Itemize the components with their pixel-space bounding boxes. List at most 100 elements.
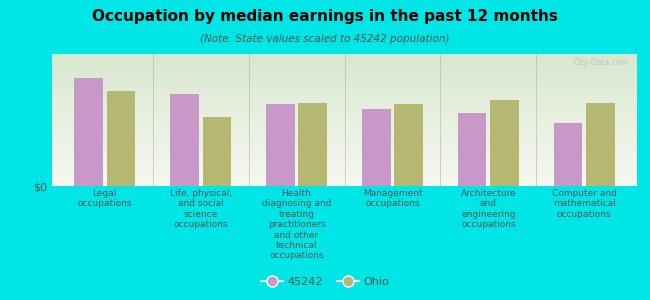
Bar xyxy=(52,133,637,134)
Bar xyxy=(554,123,582,186)
Bar xyxy=(52,177,637,178)
Bar xyxy=(52,129,637,130)
Bar xyxy=(52,58,637,59)
Bar xyxy=(52,146,637,148)
Bar xyxy=(52,100,637,101)
Bar xyxy=(52,134,637,136)
Bar xyxy=(52,63,637,64)
Bar xyxy=(52,144,637,145)
Bar xyxy=(52,185,637,186)
Bar xyxy=(52,123,637,124)
Legend: 45242, Ohio: 45242, Ohio xyxy=(257,273,393,291)
Bar xyxy=(52,119,637,120)
Bar xyxy=(52,164,637,165)
Bar xyxy=(52,104,637,106)
Bar xyxy=(490,100,519,186)
Bar xyxy=(586,103,615,186)
Bar xyxy=(52,99,637,100)
Bar xyxy=(52,80,637,82)
Bar xyxy=(107,91,135,186)
Bar xyxy=(52,110,637,111)
Bar xyxy=(52,113,637,115)
Bar xyxy=(52,173,637,174)
Text: Life, physical,
and social
science
occupations: Life, physical, and social science occup… xyxy=(170,189,231,229)
Bar xyxy=(52,94,637,95)
Bar xyxy=(52,183,637,185)
Bar xyxy=(52,84,637,86)
Bar xyxy=(52,136,637,137)
Bar xyxy=(52,101,637,103)
Text: (Note: State values scaled to 45242 population): (Note: State values scaled to 45242 popu… xyxy=(200,34,450,44)
Bar xyxy=(52,54,637,55)
Bar xyxy=(52,79,637,80)
Bar xyxy=(298,103,327,186)
Bar xyxy=(52,87,637,88)
Bar xyxy=(52,150,637,152)
Bar xyxy=(52,162,637,164)
Bar xyxy=(52,98,637,99)
Bar xyxy=(52,157,637,158)
Bar xyxy=(52,141,637,142)
Bar xyxy=(52,57,637,58)
Bar xyxy=(52,181,637,182)
Bar xyxy=(52,161,637,162)
Text: Occupation by median earnings in the past 12 months: Occupation by median earnings in the pas… xyxy=(92,9,558,24)
Bar xyxy=(52,90,637,91)
Bar xyxy=(52,170,637,172)
Bar xyxy=(52,166,637,167)
Bar xyxy=(52,82,637,83)
Bar xyxy=(74,78,103,186)
Bar xyxy=(266,104,294,186)
Bar xyxy=(52,172,637,173)
Text: Legal
occupations: Legal occupations xyxy=(77,189,132,208)
Bar xyxy=(52,121,637,123)
Bar xyxy=(52,139,637,140)
Bar xyxy=(52,64,637,66)
Bar xyxy=(52,158,637,160)
Bar xyxy=(52,107,637,108)
Bar xyxy=(52,145,637,146)
Bar xyxy=(52,152,637,153)
Bar xyxy=(52,160,637,161)
Bar xyxy=(52,128,637,129)
Bar xyxy=(52,61,637,62)
Bar xyxy=(52,120,637,121)
Bar xyxy=(170,94,199,186)
Bar xyxy=(52,75,637,76)
Bar xyxy=(52,76,637,78)
Text: City-Data.com: City-Data.com xyxy=(573,58,628,67)
Bar xyxy=(52,130,637,132)
Bar xyxy=(52,112,637,113)
Bar xyxy=(203,117,231,186)
Bar xyxy=(362,110,391,186)
Bar xyxy=(52,149,637,150)
Bar xyxy=(52,179,637,181)
Bar xyxy=(52,176,637,177)
Bar xyxy=(52,103,637,104)
Bar xyxy=(52,115,637,116)
Bar xyxy=(52,125,637,127)
Bar xyxy=(52,86,637,87)
Text: Management
occupations: Management occupations xyxy=(363,189,422,208)
Bar xyxy=(52,153,637,154)
Bar xyxy=(52,59,637,61)
Bar xyxy=(52,142,637,144)
Bar xyxy=(52,73,637,74)
Bar xyxy=(52,88,637,90)
Bar xyxy=(52,70,637,71)
Bar xyxy=(52,83,637,84)
Bar xyxy=(52,127,637,128)
Bar xyxy=(52,66,637,67)
Bar xyxy=(52,178,637,179)
Bar xyxy=(52,55,637,57)
Bar xyxy=(52,67,637,68)
Bar xyxy=(52,169,637,170)
Text: Architecture
and
engineering
occupations: Architecture and engineering occupations xyxy=(460,189,516,229)
Bar xyxy=(395,104,423,186)
Text: Computer and
mathematical
occupations: Computer and mathematical occupations xyxy=(552,189,617,219)
Bar xyxy=(52,108,637,110)
Bar xyxy=(52,95,637,96)
Bar xyxy=(52,96,637,98)
Bar xyxy=(52,182,637,183)
Bar xyxy=(52,167,637,169)
